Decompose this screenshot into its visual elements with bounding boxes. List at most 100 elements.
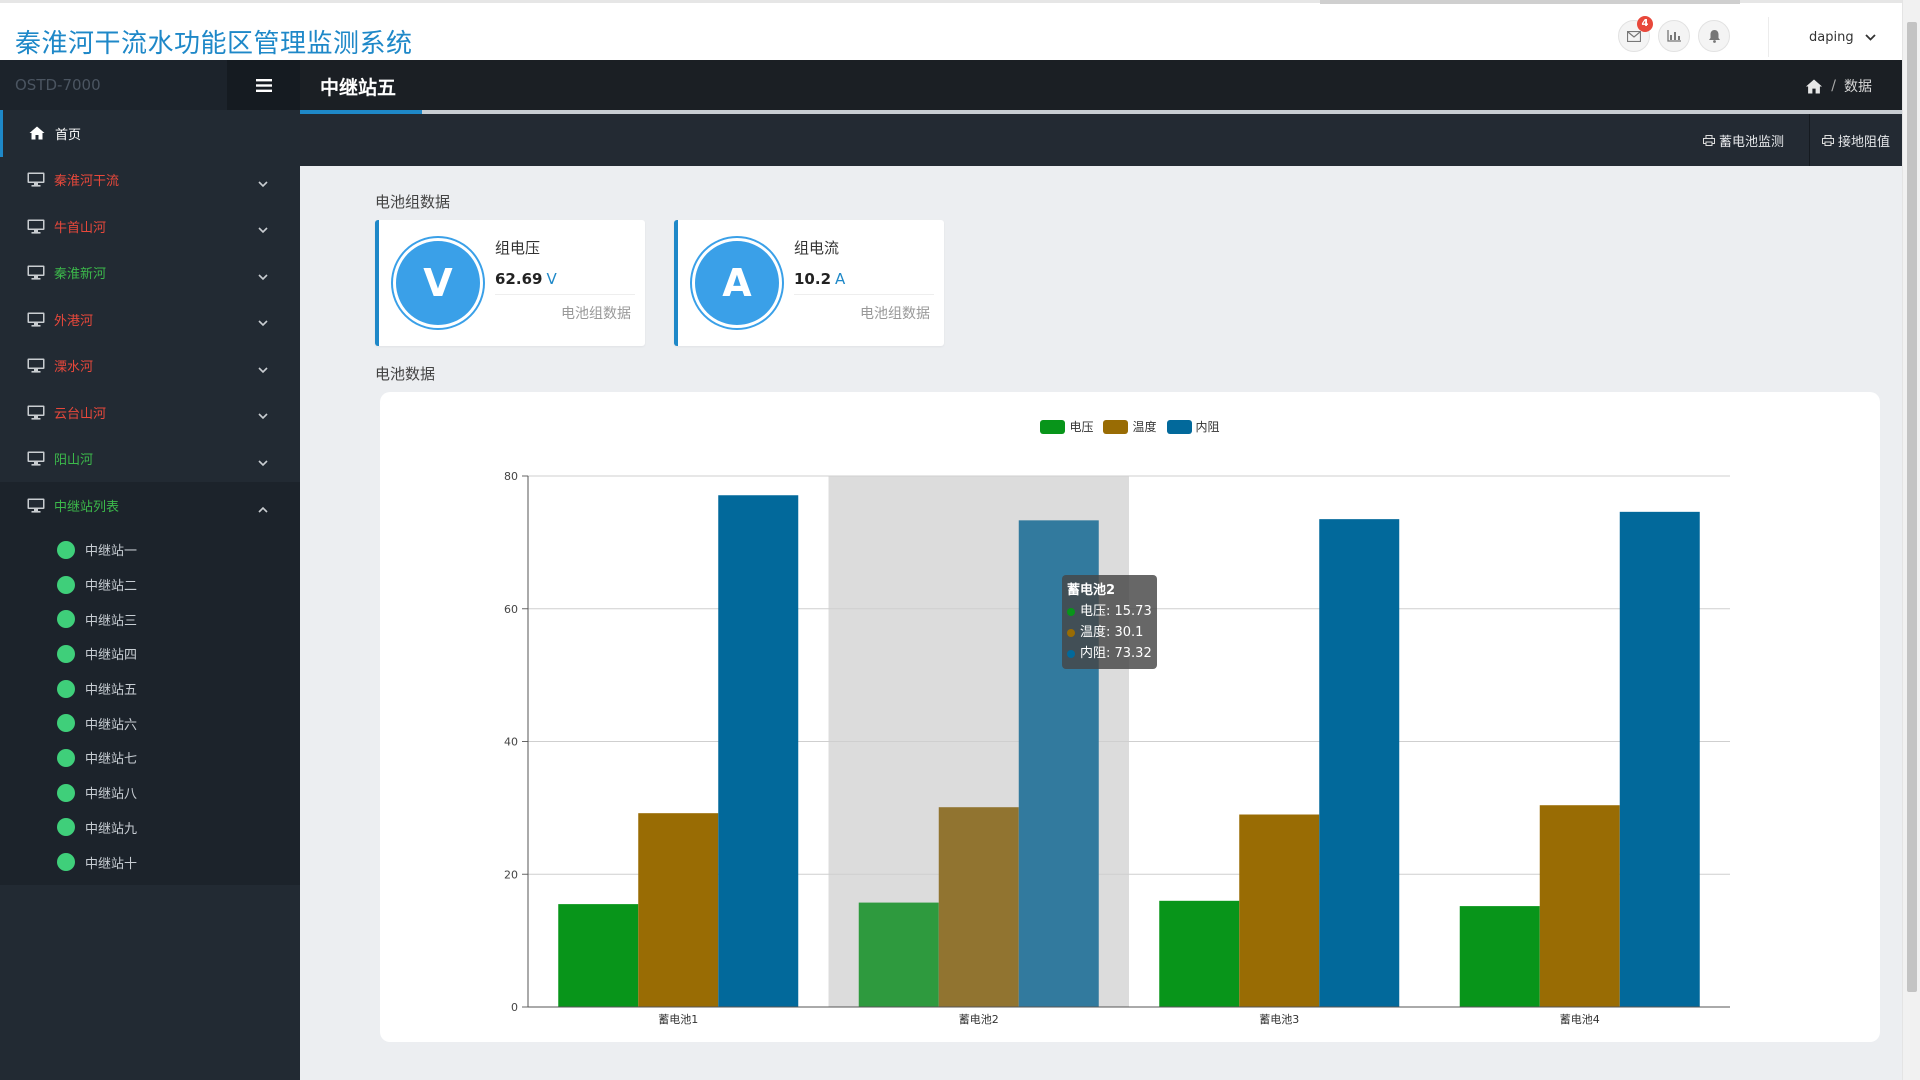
monitor-icon <box>26 497 46 513</box>
page-scrollbar[interactable] <box>1902 0 1920 1080</box>
status-dot-icon <box>57 644 75 663</box>
content-header: 中继站五 / 数据 <box>300 60 1902 114</box>
station-item[interactable]: 中继站八 <box>0 775 300 810</box>
sidebar-group-2[interactable]: 秦淮新河 <box>0 250 300 297</box>
voltage-value-row: 62.69 V <box>495 270 557 288</box>
chevron-down-icon <box>258 312 268 331</box>
tooltip-value: 电压: 15.73 <box>1080 604 1152 619</box>
tooltip-dot <box>1067 649 1075 658</box>
messages-button[interactable]: 4 <box>1618 16 1653 52</box>
app-title: 秦淮河干流水功能区管理监测系统 <box>15 29 413 59</box>
bar-温度[interactable] <box>938 807 1019 1007</box>
battery-bar-chart: 0 20 40 60 80 蓄电池1 蓄电池2 蓄电池3 蓄电池4 <box>504 470 1730 1026</box>
monitor-icon <box>26 265 46 281</box>
status-dot-icon <box>57 783 75 802</box>
legend-label: 温度 <box>1132 420 1157 434</box>
sidebar-group-7[interactable]: 中继站列表 <box>0 482 300 529</box>
station-label: 中继站五 <box>85 683 138 699</box>
home-icon <box>27 125 47 141</box>
y-tick-label: 60 <box>504 603 518 616</box>
breadcrumb: / 数据 <box>1805 76 1872 96</box>
ground-resistance-button[interactable]: 接地阻值 <box>1808 114 1902 166</box>
sidebar-item-home[interactable]: 首页 <box>0 110 300 157</box>
page-title: 中继站五 <box>320 77 397 99</box>
sidebar-group-5[interactable]: 云台山河 <box>0 389 300 436</box>
sidebar-group-6[interactable]: 阳山河 <box>0 436 300 483</box>
sidebar-toggle-button[interactable] <box>227 60 300 110</box>
bar-内阻[interactable] <box>718 495 799 1007</box>
monitor-icon <box>26 311 46 327</box>
battery-monitor-button[interactable]: 蓄电池监测 <box>1691 114 1796 166</box>
legend-label: 电压 <box>1069 420 1094 434</box>
status-dot-icon <box>57 610 75 629</box>
tooltip-value: 内阻: 73.32 <box>1080 646 1152 661</box>
sidebar-group-4[interactable]: 溧水河 <box>0 343 300 390</box>
y-tick-label: 0 <box>511 1001 518 1014</box>
bar-电压[interactable] <box>558 904 639 1007</box>
home-icon[interactable] <box>1805 79 1823 94</box>
status-dot-icon <box>57 679 75 698</box>
station-item[interactable]: 中继站六 <box>0 706 300 741</box>
y-tick-label: 20 <box>504 868 518 881</box>
stats-button[interactable] <box>1658 20 1690 52</box>
breadcrumb-current: 数据 <box>1844 79 1872 95</box>
chevron-down-icon <box>258 266 268 285</box>
bar-温度[interactable] <box>1239 814 1320 1007</box>
station-label: 中继站七 <box>85 752 138 768</box>
bar-电压[interactable] <box>858 902 939 1007</box>
sidebar-item-label: 首页 <box>55 127 82 143</box>
battery-chart-card: 电压 温度 内阻 0 20 40 60 80 蓄电池1 蓄电池2 蓄电池3 蓄电池4 蓄电池2 电压… <box>380 392 1880 1042</box>
bar-温度[interactable] <box>638 813 719 1007</box>
sidebar-group-3[interactable]: 外港河 <box>0 296 300 343</box>
sidebar-group-label: 云台山河 <box>54 406 107 422</box>
bar-电压[interactable] <box>1159 900 1240 1007</box>
group-section-title: 电池组数据 <box>375 193 451 211</box>
current-value-row: 10.2 A <box>794 270 845 288</box>
legend-swatch <box>1166 419 1192 434</box>
ground-resistance-label: 接地阻值 <box>1837 134 1890 150</box>
chart-legend: 电压 温度 内阻 <box>380 418 1880 435</box>
username: daping <box>1809 29 1854 45</box>
tooltip-row: 温度: 30.1 <box>1067 622 1152 643</box>
printer-icon <box>1821 134 1834 146</box>
user-menu[interactable]: daping <box>1768 17 1886 57</box>
chevron-up-icon <box>258 498 268 517</box>
header-shadow <box>1320 0 1740 4</box>
station-item[interactable]: 中继站二 <box>0 567 300 602</box>
station-item[interactable]: 中继站十 <box>0 845 300 880</box>
x-tick-label: 蓄电池4 <box>1560 1013 1600 1026</box>
legend-item[interactable]: 温度 <box>1103 418 1157 435</box>
voltage-card-caption: 电池组数据 <box>561 306 631 322</box>
tooltip-title: 蓄电池2 <box>1067 583 1116 598</box>
bar-温度[interactable] <box>1539 805 1620 1007</box>
alerts-button[interactable] <box>1698 20 1730 52</box>
tooltip-dot <box>1067 607 1075 616</box>
monitor-icon <box>26 404 46 420</box>
x-tick-label: 蓄电池1 <box>658 1013 698 1026</box>
station-item[interactable]: 中继站九 <box>0 810 300 845</box>
scrollbar-thumb[interactable] <box>1907 22 1917 992</box>
bar-电压[interactable] <box>1459 906 1540 1007</box>
monitor-icon <box>26 218 46 234</box>
monitor-icon <box>26 172 46 188</box>
station-item[interactable]: 中继站七 <box>0 741 300 776</box>
station-label: 中继站四 <box>85 648 138 664</box>
status-dot-icon <box>57 714 75 733</box>
station-item[interactable]: 中继站四 <box>0 637 300 672</box>
station-item[interactable]: 中继站五 <box>0 671 300 706</box>
sidebar-group-label: 秦淮新河 <box>54 267 107 283</box>
sidebar-group-0[interactable]: 秦淮河干流 <box>0 157 300 204</box>
status-dot-icon <box>57 540 75 559</box>
station-item[interactable]: 中继站一 <box>0 533 300 568</box>
legend-item[interactable]: 电压 <box>1040 418 1093 435</box>
legend-item[interactable]: 内阻 <box>1166 418 1220 435</box>
sidebar-group-1[interactable]: 牛首山河 <box>0 203 300 250</box>
sidebar-group-label: 阳山河 <box>54 453 94 469</box>
sidebar-groups: 秦淮河干流 牛首山河秦淮新河外港河 溧水河云台山河阳山河中继站列表 <box>0 157 300 529</box>
station-item[interactable]: 中继站三 <box>0 602 300 637</box>
monitor-icon <box>26 358 46 374</box>
station-label: 中继站九 <box>85 821 138 837</box>
bar-内阻[interactable] <box>1319 519 1400 1007</box>
bar-内阻[interactable] <box>1619 511 1700 1007</box>
chevron-down-icon <box>258 173 268 192</box>
